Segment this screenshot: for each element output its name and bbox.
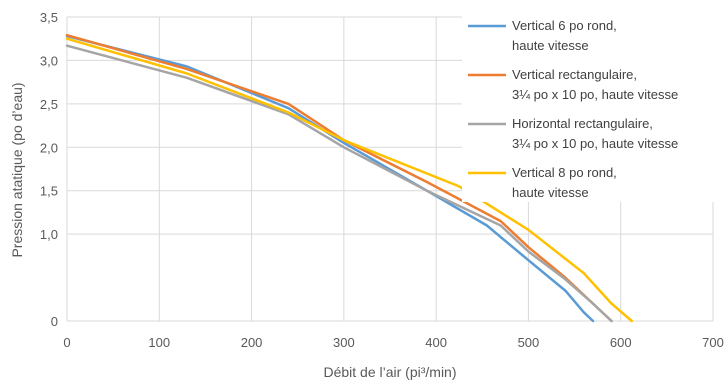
y-tick-label: 3,5: [40, 10, 58, 25]
legend-label-3: 3¼ po x 10 po, haute vitesse: [512, 136, 678, 151]
legend-label-1: haute vitesse: [512, 38, 589, 53]
y-axis-title: Pression atatique (po d’eau): [9, 82, 25, 257]
y-tick-label: 2,5: [40, 97, 58, 112]
x-tick-label: 0: [63, 335, 70, 350]
y-tick-label: 1,0: [40, 227, 58, 242]
series-line-3: [65, 44, 613, 323]
x-tick-label: 700: [702, 335, 724, 350]
legend-label-1: Vertical 6 po rond,: [512, 18, 617, 33]
x-tick-label: 200: [241, 335, 263, 350]
y-tick-label: 1,5: [40, 184, 58, 199]
x-tick-label: 300: [333, 335, 355, 350]
x-axis-title: Débit de l’air (pi³/min): [323, 364, 456, 380]
legend-label-2: 3¼ po x 10 po, haute vitesse: [512, 87, 678, 102]
legend-label-4: Vertical 8 po rond,: [512, 165, 617, 180]
x-tick-label: 400: [425, 335, 447, 350]
y-tick-label: 0: [51, 314, 58, 329]
legend-label-4: haute vitesse: [512, 185, 589, 200]
legend: Vertical 6 po rond, haute vitesse Vertical…: [468, 18, 678, 200]
legend-label-3: Horizontal rectangulaire,: [512, 116, 653, 131]
legend-background: [462, 14, 718, 202]
series-line-4: [65, 37, 634, 323]
x-tick-label: 600: [610, 335, 632, 350]
y-tick-label: 3,0: [40, 53, 58, 68]
y-tick-label: 2,0: [40, 140, 58, 155]
legend-label-2: Vertical rectangulaire,: [512, 67, 637, 82]
x-tick-label: 100: [148, 335, 170, 350]
tick-labels: 0 100 200 300 400 500 600 700 0 1,0 1,5 2,0 2,5 3,0 3,…: [40, 10, 724, 350]
x-tick-label: 500: [518, 335, 540, 350]
